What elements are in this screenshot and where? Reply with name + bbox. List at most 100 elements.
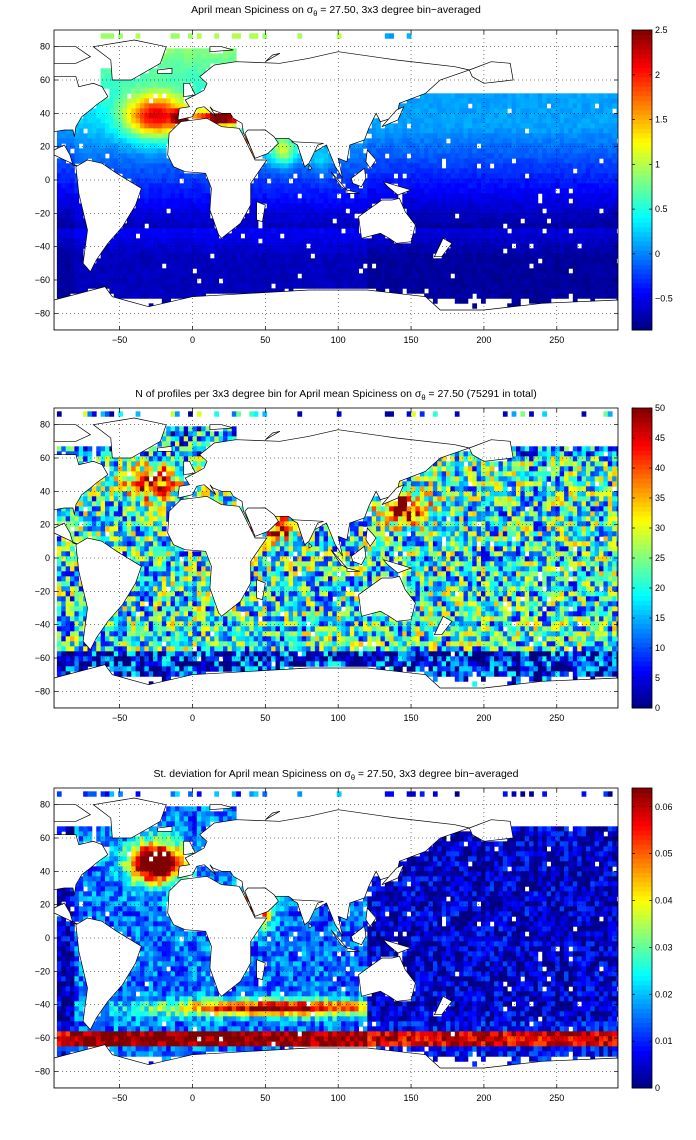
heat-cell [507, 233, 513, 239]
heat-cell [463, 98, 469, 104]
heat-cell [205, 248, 211, 254]
heat-cell [113, 93, 119, 99]
heat-cell [174, 48, 180, 54]
heat-cell [467, 198, 473, 204]
heat-cell [537, 178, 543, 184]
heat-cell [603, 248, 609, 254]
heat-cell [463, 138, 469, 144]
heat-cell [144, 188, 150, 194]
heat-cell [201, 53, 206, 59]
heat-cell [428, 273, 434, 279]
heat-cell [65, 143, 71, 149]
heat-cell [489, 293, 495, 299]
heat-cell [297, 248, 303, 254]
heat-cell [546, 233, 552, 239]
heat-cell [126, 258, 132, 264]
coastline [346, 189, 361, 194]
heat-cell [437, 98, 443, 104]
heat-cell [616, 253, 618, 259]
heat-cell [293, 188, 298, 194]
heat-cell [323, 148, 329, 154]
heat-cell [515, 298, 521, 304]
heat-cell [507, 273, 513, 279]
heat-cell [450, 108, 456, 114]
heat-cell [78, 516, 84, 522]
heat-cell [91, 128, 97, 134]
heat-cell [170, 263, 176, 269]
heat-cell [441, 218, 447, 224]
heat-cell [301, 183, 307, 189]
heat-cell [511, 133, 517, 139]
heat-cell [61, 133, 67, 139]
heat-cell [56, 173, 62, 179]
heat-cell [446, 103, 451, 109]
heat-cell [310, 168, 316, 174]
heat-cell [327, 238, 333, 244]
heat-cell [537, 168, 543, 174]
heat-cell [231, 258, 237, 264]
heat-cell [581, 208, 587, 214]
heat-cell [105, 646, 110, 652]
heat-cell [113, 283, 119, 289]
heat-cell [402, 268, 408, 274]
heat-cell [91, 123, 97, 129]
heat-cell [131, 586, 137, 592]
heat-cell [607, 248, 613, 254]
heat-cell [463, 203, 469, 209]
heat-cell [113, 531, 119, 537]
heat-cell [459, 273, 464, 279]
heat-cell [70, 611, 75, 617]
heat-cell [616, 248, 618, 254]
heat-cell [306, 218, 311, 224]
heat-cell [463, 173, 469, 179]
heat-cell [345, 168, 351, 174]
heat-cell [411, 133, 416, 139]
heat-cell [118, 293, 123, 299]
heat-cell [65, 233, 71, 239]
colorbar-segment [632, 245, 652, 251]
heat-cell [568, 213, 574, 219]
heat-cell [432, 153, 438, 159]
heat-cell [481, 248, 486, 254]
heat-cell [585, 243, 591, 249]
heat-cell [70, 521, 75, 527]
heat-cell [179, 263, 185, 269]
heat-cell [139, 178, 145, 184]
heat-cell [91, 283, 97, 289]
heat-cell [515, 238, 521, 244]
heat-cell [214, 268, 220, 274]
heat-cell [489, 243, 495, 249]
heat-cell [253, 288, 259, 294]
heat-cell [564, 188, 569, 194]
heat-cell [485, 143, 491, 149]
heat-cell [135, 133, 141, 139]
heat-cell [389, 128, 394, 134]
heat-cell [441, 258, 447, 264]
heat-cell [437, 293, 443, 299]
heat-cell [157, 263, 163, 269]
heat-cell [179, 243, 185, 249]
heat-cell [201, 68, 206, 74]
heat-cell [183, 243, 189, 249]
heat-cell [406, 173, 412, 179]
colorbar-segment [632, 30, 652, 36]
heat-cell [61, 178, 67, 184]
heat-cell [327, 178, 333, 184]
heat-cell [550, 103, 556, 109]
heat-cell [131, 293, 137, 299]
heat-cell [533, 273, 539, 279]
heat-cell [83, 153, 88, 159]
heat-cell [406, 113, 412, 119]
heat-cell [61, 223, 67, 229]
heat-cell [564, 163, 569, 169]
heat-cell [341, 238, 346, 244]
heat-cell [362, 168, 368, 174]
heat-cell [275, 258, 281, 264]
heat-cell [323, 263, 329, 269]
heat-cell [192, 83, 198, 89]
y-tick-label: −80 [35, 308, 50, 318]
heat-cell [520, 208, 526, 214]
heat-cell [446, 203, 451, 209]
heat-cell [170, 278, 176, 284]
heat-cell [476, 218, 482, 224]
